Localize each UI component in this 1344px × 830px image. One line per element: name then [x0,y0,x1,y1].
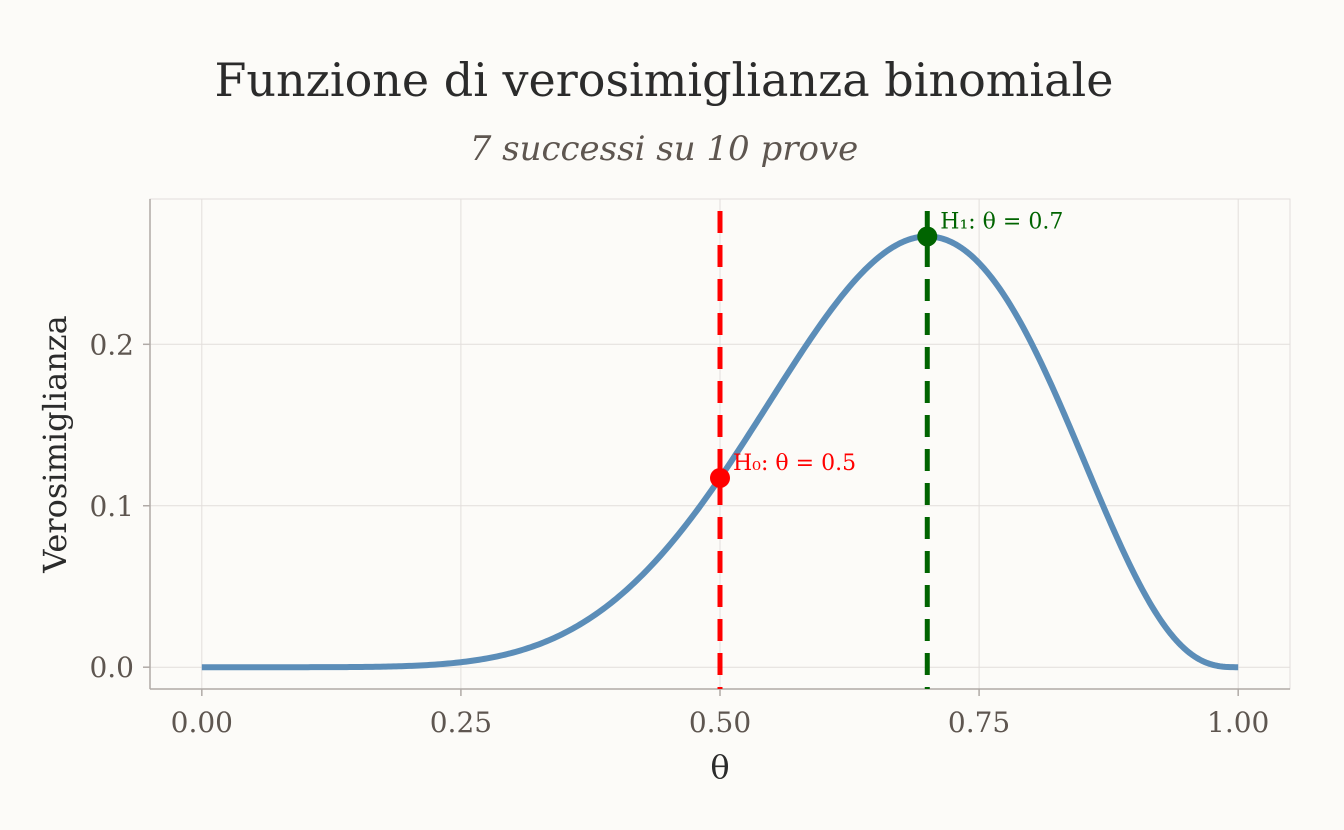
y-tick-label: 0.2 [89,328,134,361]
plot-panel: H₀: θ = 0.5 H₁: θ = 0.7 [149,198,1291,690]
y-tick-label: 0.0 [89,651,134,684]
reference-lines [717,211,930,689]
y-tick-label: 0.1 [89,490,134,523]
x-tick-label: 1.00 [1207,706,1269,739]
annotations: H₀: θ = 0.5 H₁: θ = 0.7 [710,209,1063,488]
chart-subtitle: 7 successi su 10 prove [470,129,859,169]
x-tick-label: 0.00 [171,706,233,739]
x-tick-label: 0.25 [430,706,492,739]
h1-label: H₁: θ = 0.7 [940,209,1063,234]
tick-labels: 0.00 0.25 0.50 0.75 1.00 0.0 0.1 0.2 [89,328,1269,739]
chart-title: Funzione di verosimiglianza binomiale [215,53,1114,107]
x-tick-label: 0.75 [948,706,1010,739]
x-tick-label: 0.50 [689,706,751,739]
h1-point [917,226,938,247]
h0-point [710,467,730,488]
h0-label: H₀: θ = 0.5 [733,451,856,476]
y-axis-label: Verosimiglianza [36,315,74,573]
x-axis-label: θ [710,748,729,786]
